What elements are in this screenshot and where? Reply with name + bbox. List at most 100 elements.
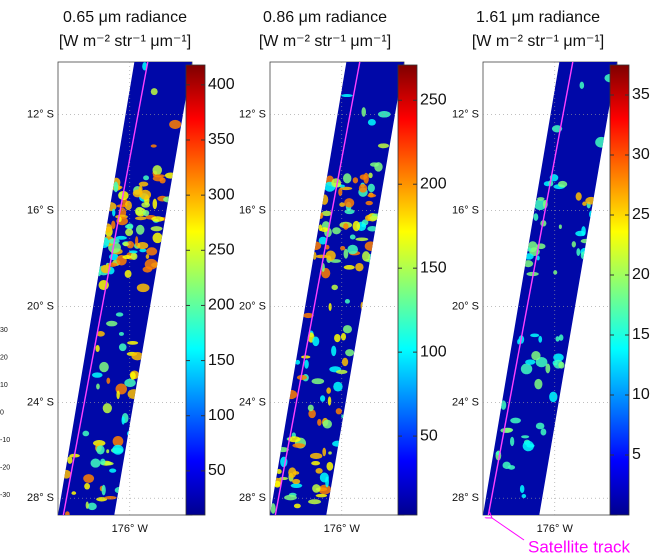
cloud (367, 183, 375, 193)
cloud (292, 478, 301, 484)
cloud (581, 226, 586, 236)
cloud (558, 334, 564, 341)
annotation: Satellite track (528, 537, 631, 556)
cloud (152, 232, 163, 244)
lat-label: 28° S (27, 492, 54, 504)
cloud (328, 302, 332, 311)
cloud (343, 265, 355, 270)
cloud (331, 345, 337, 357)
colorbar-label: 200 (208, 297, 235, 314)
cloud (302, 312, 314, 319)
cloud (576, 248, 581, 257)
cloud (343, 248, 349, 259)
cloud (530, 333, 540, 338)
lat-label: 12° S (239, 109, 266, 121)
colorbar-label: 25 (632, 206, 650, 223)
cloud (328, 451, 332, 455)
colorbar-label: 30 (632, 146, 650, 163)
cloud (169, 119, 182, 129)
cloud (343, 173, 352, 184)
panel-units: [W m⁻² str⁻¹ μm⁻¹] (59, 33, 191, 50)
cloud (315, 468, 323, 474)
cloud (367, 193, 377, 198)
cloud (304, 359, 309, 369)
cloud (525, 359, 536, 365)
cloud (95, 344, 100, 352)
cloud (361, 107, 366, 117)
cloud (367, 119, 376, 126)
cloud (83, 474, 95, 483)
cloud (536, 255, 540, 261)
cloud (347, 244, 358, 255)
cloud (150, 144, 157, 148)
cloud (340, 332, 347, 341)
cloud (352, 220, 361, 232)
cloud (553, 270, 558, 275)
cloud (101, 484, 106, 496)
cropped-tick-label: 0 (0, 409, 4, 416)
cloud (136, 241, 149, 250)
cloud (287, 436, 301, 443)
cloud (325, 476, 329, 488)
cloud (582, 201, 587, 206)
cloud (152, 198, 158, 210)
lon-label: 176° W (324, 523, 361, 535)
cloud (111, 220, 116, 230)
lon-label: 176° W (112, 523, 149, 535)
cropped-tick-label: -30 (0, 492, 10, 499)
cloud (109, 468, 117, 473)
cloud (284, 494, 297, 501)
colorbar-label: 400 (208, 76, 235, 93)
cloud (365, 200, 373, 206)
cloud (85, 501, 89, 509)
cloud (307, 404, 314, 412)
cloud (112, 435, 124, 447)
cloud (290, 483, 303, 489)
cloud (122, 254, 132, 260)
cloud (126, 241, 135, 249)
cloud (130, 371, 136, 380)
cloud (558, 224, 562, 230)
cloud (135, 206, 145, 216)
colorbar-label: 250 (420, 91, 447, 108)
cloud (112, 208, 116, 217)
lat-label: 24° S (239, 396, 266, 408)
cloud (341, 94, 353, 98)
cloud (87, 502, 97, 511)
cloud (130, 252, 138, 260)
cloud (276, 468, 282, 474)
cloud (339, 202, 346, 207)
satellite-track (274, 61, 361, 516)
cloud (116, 390, 120, 400)
cloud (296, 375, 308, 381)
lat-label: 24° S (27, 396, 54, 408)
cloud (355, 262, 364, 272)
cloud (325, 250, 336, 261)
colorbar-label: 50 (208, 462, 226, 479)
cloud (312, 336, 320, 347)
cloud (326, 461, 334, 471)
cloud (331, 284, 338, 291)
cloud (318, 236, 328, 245)
lat-label: 12° S (27, 109, 54, 121)
cloud (369, 162, 379, 167)
cloud (142, 266, 153, 273)
cloud (502, 461, 511, 470)
lat-label: 20° S (239, 300, 266, 312)
colorbar-label: 10 (632, 386, 650, 403)
cloud (308, 409, 316, 419)
lon-label: 176° W (537, 523, 574, 535)
cloud (67, 456, 73, 464)
cloud (339, 186, 353, 191)
cloud (152, 174, 166, 178)
cloud (91, 372, 103, 378)
cloud (100, 458, 106, 466)
cloud (355, 237, 369, 242)
cloud (279, 476, 288, 481)
cloud (500, 400, 507, 410)
cloud (520, 363, 533, 375)
cloud (335, 369, 348, 375)
cloud (509, 436, 515, 447)
cloud (104, 496, 117, 500)
